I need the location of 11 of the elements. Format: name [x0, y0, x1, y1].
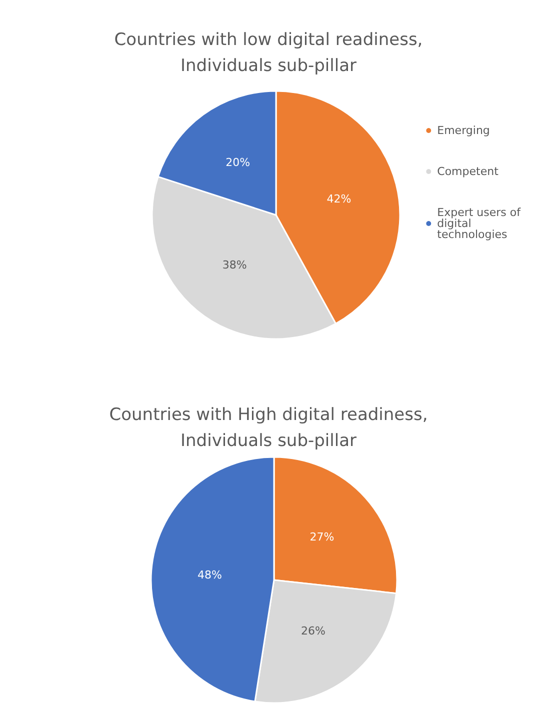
legend-label: Competent: [437, 165, 500, 178]
chart-title: Countries with low digital readiness, Individuals sub-pillar: [114, 30, 423, 76]
data-label: 27%: [310, 530, 334, 544]
data-label: 38%: [222, 258, 247, 272]
chart-title: Countries with High digital readiness, Individuals sub-pillar: [109, 405, 428, 451]
legend-label: Emerging: [437, 124, 490, 137]
data-label: 48%: [197, 568, 222, 582]
data-label: 20%: [226, 156, 250, 169]
data-label: 26%: [300, 624, 326, 638]
data-label: 42%: [326, 192, 352, 206]
legend-label: Expert users of digital technologies: [437, 206, 524, 241]
